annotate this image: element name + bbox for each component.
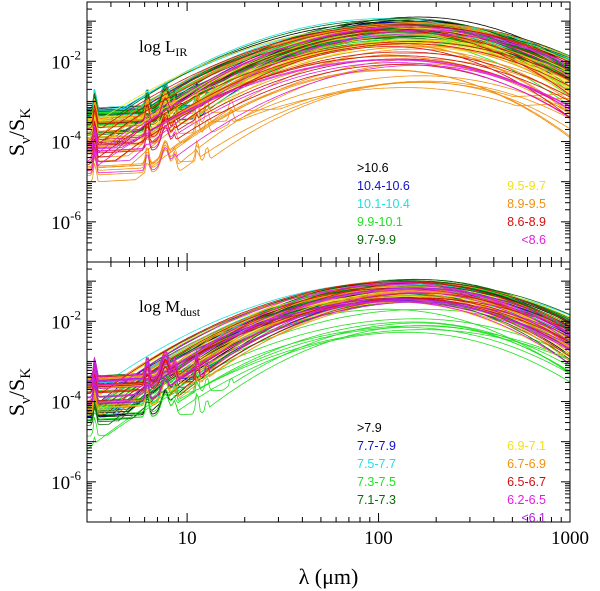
sed-curve [87,287,570,378]
y-tick-label: 10-2 [51,307,81,333]
sed-curve [87,298,570,405]
sed-curve [87,301,570,405]
legend-entry: <6.1 [521,511,546,525]
y-tick-label: 10-6 [51,208,81,234]
legend-entry: 9.5-9.7 [507,179,546,193]
y-tick-label: 10-4 [51,388,81,414]
legend-entry: 10.1-10.4 [357,197,410,211]
x-tick-label: 100 [364,528,393,549]
sed-curve [87,81,570,167]
sed-curve [87,27,570,146]
panel-mdust-ticks: 10-2 10-4 10-6 10 100 1000 [51,262,589,549]
y-tick-label: 10-4 [51,128,81,154]
sed-curve [87,325,570,421]
legend-entry: 7.1-7.3 [357,493,396,507]
sed-curve [87,46,570,120]
legend-entry: 6.5-6.7 [507,475,546,489]
legend-entry: >10.6 [357,161,389,175]
sed-curve [87,64,570,174]
legend-entry: 8.9-9.5 [507,197,546,211]
panel-lir: 10-2 10-4 10-6 log LIR >10.6 10.4-10.6 10.1-… [4,1,571,263]
sed-curve [87,19,570,121]
x-tick-label: 1000 [551,528,589,549]
sed-curve [87,25,570,146]
x-tick-label: 10 [178,528,197,549]
sed-curve [87,75,570,139]
sed-curve [87,281,570,394]
sed-curve [87,59,570,171]
sed-curve [87,80,570,176]
legend-entry: 7.3-7.5 [357,475,396,489]
legend-entry: 9.9-10.1 [357,215,403,229]
sed-curve [87,318,570,450]
legend-entry: 7.7-7.9 [357,439,396,453]
sed-curve [87,26,570,163]
sed-curve [87,24,570,129]
legend-entry: 7.5-7.7 [357,457,396,471]
sed-curve [87,58,570,150]
panel-lir-ticks: 10-2 10-4 10-6 [51,2,571,263]
legend-entry: 6.9-7.1 [507,439,546,453]
sed-curve [87,321,570,416]
y-tick-label: 10-6 [51,468,81,494]
panel-mdust-label: log Mdust [139,297,201,319]
legend-entry: 6.7-6.9 [507,457,546,471]
sed-curve [87,297,570,386]
sed-curve [87,300,570,382]
sed-curve [87,29,570,144]
sed-curve [87,294,570,407]
sed-curve [87,58,570,141]
sed-curve [87,287,570,399]
panel-lir-label: log LIR [139,37,187,59]
panel-mdust-frame [86,261,571,523]
sed-curve [87,41,570,166]
sed-curve [87,46,570,147]
sed-curve [87,62,570,152]
panel-mdust-ylabel: Sν/SK [4,368,34,416]
legend-entry: 8.6-8.9 [507,215,546,229]
legend-entry: 10.4-10.6 [357,179,410,193]
sed-curve [87,298,570,393]
y-tick-label: 10-2 [51,47,81,73]
panel-lir-legend: >10.6 10.4-10.6 10.1-10.4 9.9-10.1 9.7-9.9 9.… [357,161,546,247]
sed-curve [87,43,570,146]
sed-curve [87,329,570,408]
panel-mdust: 10-2 10-4 10-6 10 100 1000 log Mdust >7.9 7.7-… [4,261,589,549]
legend-entry: 9.7-9.9 [357,233,396,247]
legend-entry: <8.6 [521,233,546,247]
sed-curve [87,70,570,169]
sed-curve [87,51,570,163]
sed-curve [87,31,570,125]
panel-mdust-curves [87,278,570,450]
sed-curve [87,87,570,129]
legend-entry: >7.9 [357,421,382,435]
panel-lir-ylabel: Sν/SK [4,108,34,156]
panel-mdust-legend: >7.9 7.7-7.9 7.5-7.7 7.3-7.5 7.1-7.3 6.9-7.1 6… [357,421,546,525]
panel-lir-curves [87,16,570,183]
x-axis-title: λ (μm) [299,564,359,589]
legend-entry: 6.2-6.5 [507,493,546,507]
